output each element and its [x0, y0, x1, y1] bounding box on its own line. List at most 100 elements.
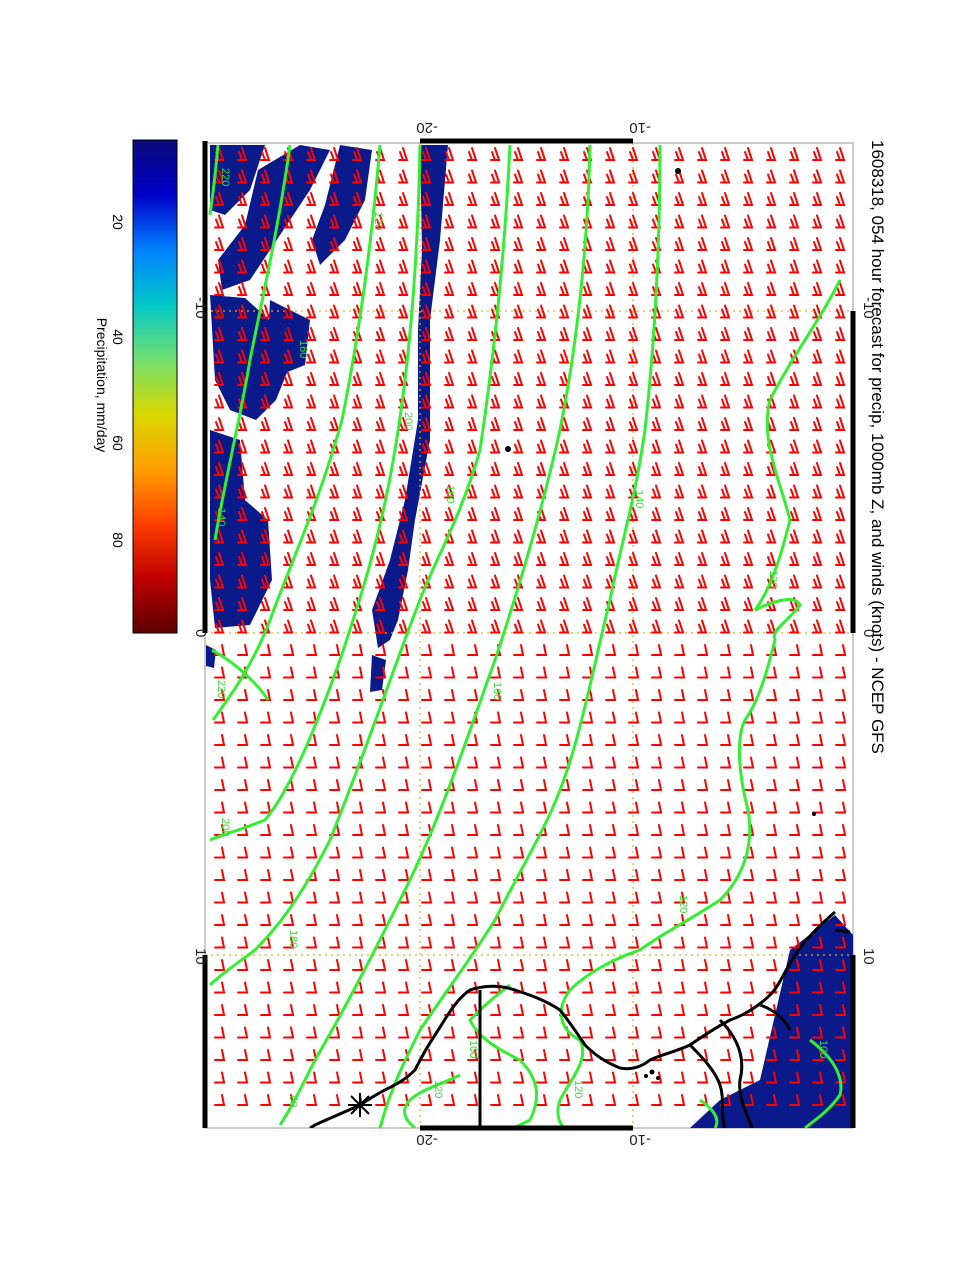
wind-barb — [651, 507, 662, 521]
wind-barb — [720, 282, 731, 296]
wind-barb — [536, 394, 547, 409]
wind-barb — [467, 394, 478, 409]
wind-barb — [306, 259, 317, 274]
wind-barb — [812, 394, 823, 409]
wind-barb — [789, 484, 800, 499]
island-marker — [649, 1069, 655, 1075]
wind-barb — [421, 1071, 433, 1084]
wind-barb — [398, 801, 410, 814]
wind-barb — [398, 846, 410, 859]
wind-barb — [812, 597, 823, 611]
wind-barb — [467, 959, 479, 971]
wind-barb — [306, 529, 317, 544]
wind-barb — [306, 824, 318, 836]
wind-barb — [421, 936, 433, 949]
wind-barb — [651, 869, 663, 881]
wind-barb — [536, 619, 547, 634]
wind-barb — [605, 507, 616, 521]
wind-barb — [605, 711, 617, 724]
wind-barb — [743, 756, 755, 769]
wind-barb — [260, 1026, 272, 1039]
colorbar-tick-label-80: 80 — [110, 532, 126, 548]
wind-barb — [674, 147, 685, 161]
wind-barb — [812, 1004, 824, 1016]
wind-barb — [375, 981, 387, 994]
wind-barb — [812, 282, 823, 296]
wind-barb — [398, 936, 410, 949]
wind-barb — [536, 734, 548, 746]
wind-barb — [306, 914, 318, 926]
wind-barb — [789, 259, 800, 274]
wind-barb — [812, 529, 823, 544]
wind-barb — [835, 597, 846, 611]
wind-barb — [628, 869, 640, 881]
wind-barb — [697, 394, 708, 409]
wind-barb — [283, 597, 294, 611]
wind-barb — [720, 304, 731, 319]
wind-barb — [789, 327, 800, 341]
wind-barb — [306, 597, 317, 611]
wind-barb — [697, 734, 709, 746]
wind-barb — [444, 462, 455, 476]
wind-barb — [835, 507, 846, 521]
precip-region — [268, 300, 310, 375]
wind-barb — [789, 756, 801, 769]
wind-barb — [467, 644, 479, 656]
wind-barb — [720, 1094, 732, 1106]
wind-barb — [812, 936, 824, 949]
wind-barb — [674, 846, 686, 859]
wind-barb — [697, 1004, 709, 1016]
wind-barb — [605, 1004, 617, 1016]
wind-barb — [697, 936, 709, 949]
wind-barb — [536, 779, 548, 791]
wind-barb — [582, 574, 593, 589]
wind-barb — [237, 349, 248, 364]
wind-barb — [812, 756, 824, 769]
wind-barb — [467, 327, 478, 341]
wind-barb — [375, 394, 386, 409]
wind-barb — [766, 259, 777, 274]
wind-barb — [789, 824, 801, 836]
wind-barb — [214, 574, 225, 589]
wind-barb — [398, 552, 409, 566]
wind-barb — [835, 734, 847, 746]
wind-barb — [697, 1071, 709, 1084]
wind-barb — [720, 801, 732, 814]
wind-barb — [260, 552, 271, 566]
wind-barb — [306, 1071, 318, 1084]
wind-barb — [260, 981, 272, 994]
wind-barb — [375, 891, 387, 904]
wind-barb — [260, 891, 272, 904]
wind-barb — [835, 1071, 847, 1084]
wind-barb — [835, 689, 847, 701]
wind-barb — [835, 619, 846, 634]
wind-barb — [720, 756, 732, 769]
wind-barb — [789, 666, 801, 679]
wind-barb — [329, 169, 340, 184]
wind-barb — [651, 1004, 663, 1016]
wind-barb — [214, 304, 225, 319]
wind-barb — [306, 801, 318, 814]
wind-barb — [812, 484, 823, 499]
wind-barb — [766, 192, 777, 206]
wind-barb — [674, 462, 685, 476]
contour-line — [468, 983, 539, 1128]
wind-barb — [260, 237, 271, 251]
wind-barb — [237, 259, 248, 274]
wind-barb — [605, 304, 616, 319]
wind-barb — [605, 869, 617, 881]
wind-barb — [766, 327, 777, 341]
wind-barb — [398, 666, 410, 679]
wind-barb — [743, 507, 754, 521]
wind-barb — [605, 619, 616, 634]
wind-barb — [835, 214, 846, 229]
wind-barb — [789, 237, 800, 251]
wind-barb — [559, 689, 571, 701]
wind-barb — [283, 327, 294, 341]
wind-barb — [329, 462, 340, 476]
wind-barb — [260, 597, 271, 611]
wind-barb — [490, 914, 502, 926]
wind-barb — [237, 237, 248, 251]
wind-barb — [812, 417, 823, 431]
wind-barb — [835, 666, 847, 679]
